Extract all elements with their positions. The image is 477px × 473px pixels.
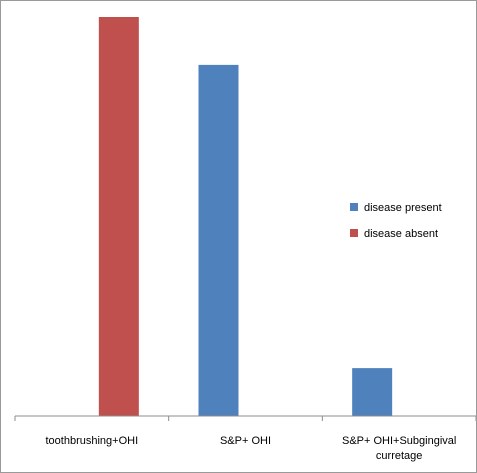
bar-disease-present [352, 368, 393, 416]
x-axis-ticks [14, 416, 476, 421]
bars-group [98, 17, 393, 416]
category-label: S&P+ OHI [220, 435, 271, 447]
bar-disease-absent [98, 17, 139, 416]
category-label: toothbrushing+OHI [46, 435, 139, 447]
legend-swatch [350, 229, 358, 237]
legend: disease present disease absent [350, 202, 442, 240]
legend-label: disease absent [364, 228, 438, 240]
category-label: curretage [376, 450, 422, 462]
category-label: S&P+ OHI+Subgingival [342, 435, 456, 447]
bar-disease-present [198, 64, 239, 416]
legend-label: disease present [364, 202, 442, 214]
legend-swatch [350, 203, 358, 211]
category-labels: toothbrushing+OHI S&P+ OHI S&P+ OHI+Subgin… [46, 435, 457, 462]
